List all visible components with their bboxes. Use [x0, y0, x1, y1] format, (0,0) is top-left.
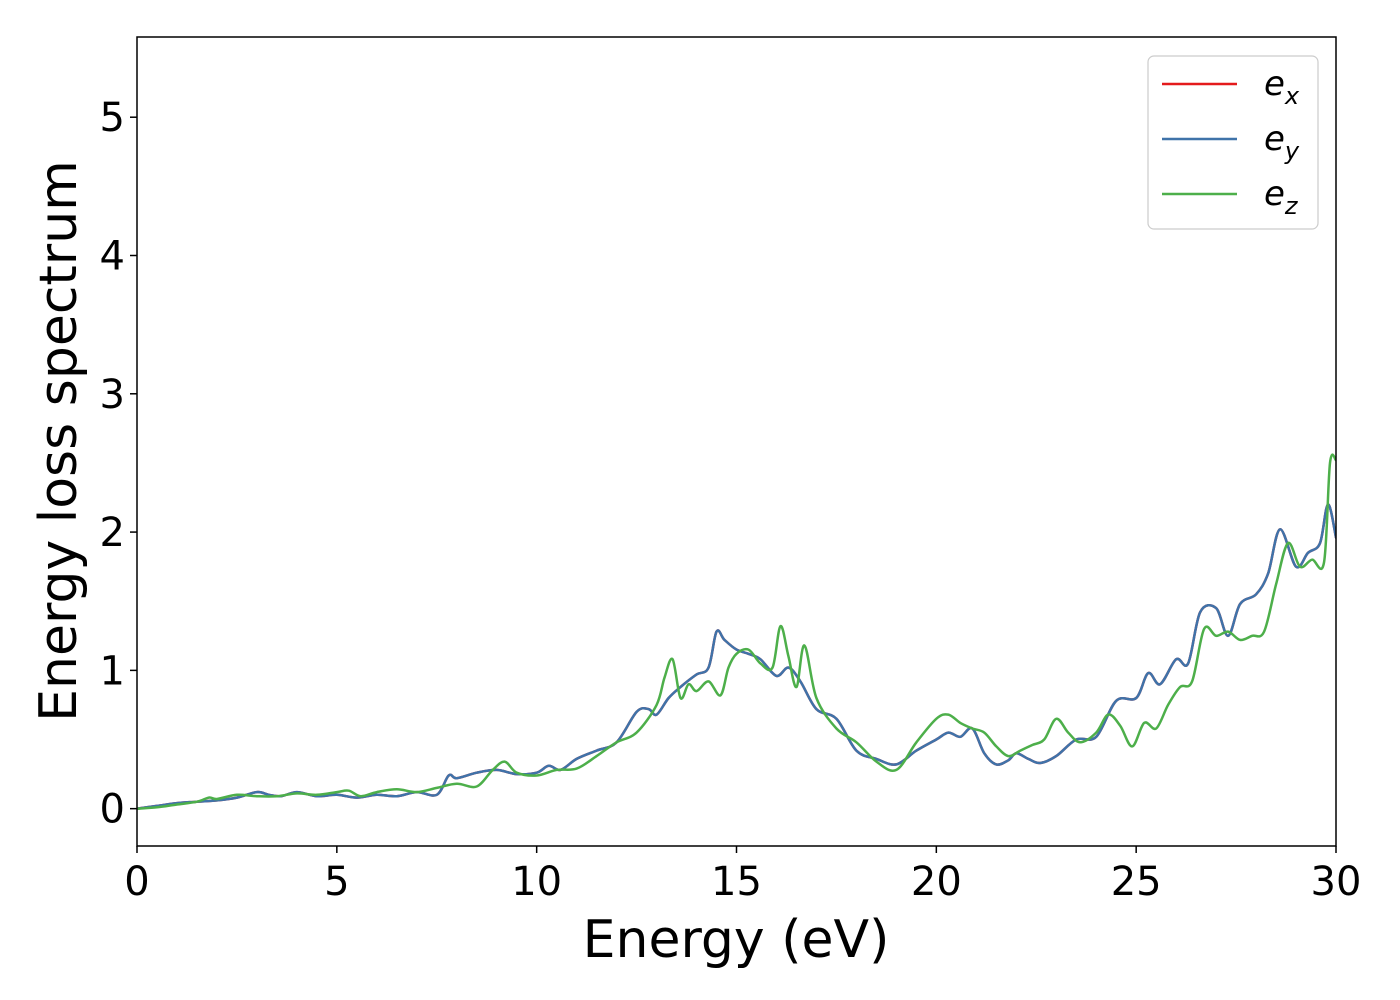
y-axis-label: Energy loss spectrum: [29, 160, 89, 722]
y-tick-label: 4: [100, 233, 125, 279]
legend-box: [1147, 55, 1319, 230]
x-axis-label: Energy (eV): [583, 910, 890, 970]
y-axis: 0 1 2 3 4 5: [100, 95, 137, 833]
x-tick-label: 0: [124, 859, 149, 905]
legend-label-e-y: ey: [1264, 119, 1300, 165]
legend: ex ey ez: [1147, 55, 1319, 230]
series-line-e-y: [137, 503, 1336, 810]
legend-label-e-z: ez: [1264, 174, 1299, 220]
x-tick-label: 10: [511, 859, 562, 905]
x-tick-label: 25: [1111, 859, 1162, 905]
x-tick-label: 20: [911, 859, 962, 905]
x-tick-label: 5: [324, 859, 349, 905]
legend-label-e-x: ex: [1264, 64, 1300, 110]
y-tick-label: 5: [100, 95, 125, 141]
series-line-e-z: [137, 453, 1336, 810]
series-layer: [137, 453, 1336, 810]
x-tick-label: 30: [1311, 859, 1362, 905]
y-tick-label: 0: [100, 787, 125, 833]
y-tick-label: 3: [100, 372, 125, 418]
y-tick-label: 1: [100, 648, 125, 694]
y-tick-label: 2: [100, 510, 125, 556]
x-axis: 0 5 10 15 20 25 30: [124, 846, 1361, 905]
x-tick-label: 15: [711, 859, 762, 905]
